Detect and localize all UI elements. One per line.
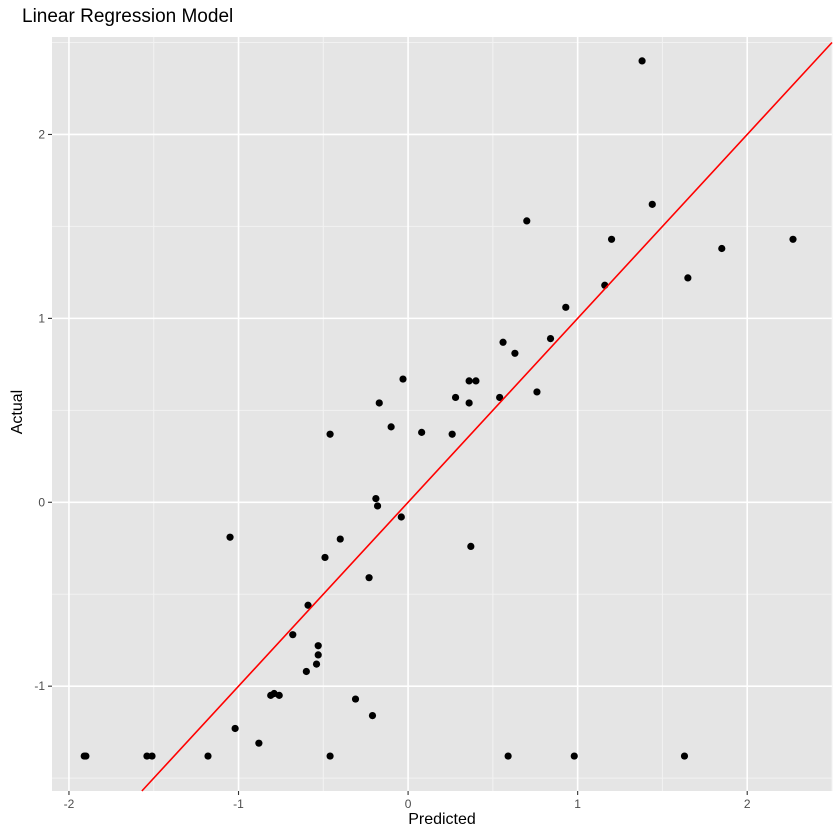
data-point [373,502,382,510]
data-point [226,533,234,541]
y-tick-label: 0 [38,495,45,509]
data-point [321,553,329,562]
x-tick-label: 0 [405,797,412,811]
y-axis-title: Actual [9,389,26,435]
data-point [718,244,726,253]
data-points [80,57,797,760]
data-point [314,651,322,659]
data-point [496,393,504,402]
grid-major [52,37,832,791]
data-point [465,377,473,385]
data-point [255,739,263,747]
data-point [148,752,156,760]
y-tick-labels: -1 0 1 2 [34,127,45,693]
data-point [143,752,151,760]
data-point [231,724,239,733]
data-point [504,752,512,760]
data-point [312,660,321,668]
data-point [638,57,646,65]
data-point [523,217,531,225]
data-point [336,535,344,543]
data-point [789,235,797,243]
data-point [326,430,334,438]
data-point [648,200,656,208]
data-point [418,428,426,436]
data-point [448,430,456,438]
data-point [680,752,689,760]
plot-background [52,37,832,791]
data-point [372,494,380,503]
fit-line-group [141,41,833,792]
data-point [82,752,90,760]
data-point [451,393,460,402]
data-point [607,235,616,243]
data-point [326,752,334,760]
x-tick-label: 2 [744,797,751,811]
x-tick-label: -1 [233,797,244,811]
data-point [314,642,322,650]
data-point [387,423,395,431]
y-tick-label: 2 [38,127,45,141]
data-point [375,399,383,407]
x-tick-label: 1 [574,797,581,811]
data-point [368,712,377,720]
data-point [467,542,475,551]
x-tick-label: -2 [64,797,75,811]
data-point [533,388,541,396]
grid-minor [52,37,833,791]
data-point [304,601,312,609]
data-point [570,752,578,760]
data-point [562,303,570,311]
data-point [546,335,555,343]
axis-ticks [48,133,748,795]
x-axis-title: Predicted [408,811,476,828]
data-point [684,274,692,282]
data-point [511,349,519,357]
chart-title: Linear Regression Model [22,6,234,27]
x-tick-labels: -2 -1 0 1 2 [64,797,751,811]
data-point [275,691,283,699]
y-tick-label: -1 [34,679,45,693]
data-point [365,574,373,582]
data-point [472,377,480,385]
data-point [204,752,212,760]
data-point [351,695,360,703]
y-tick-label: 1 [38,311,45,325]
regression-line [141,41,833,792]
data-point [289,631,297,639]
data-point [499,338,507,346]
data-point [397,513,405,521]
data-point [399,375,407,383]
data-point [302,667,310,676]
data-point [465,399,473,407]
